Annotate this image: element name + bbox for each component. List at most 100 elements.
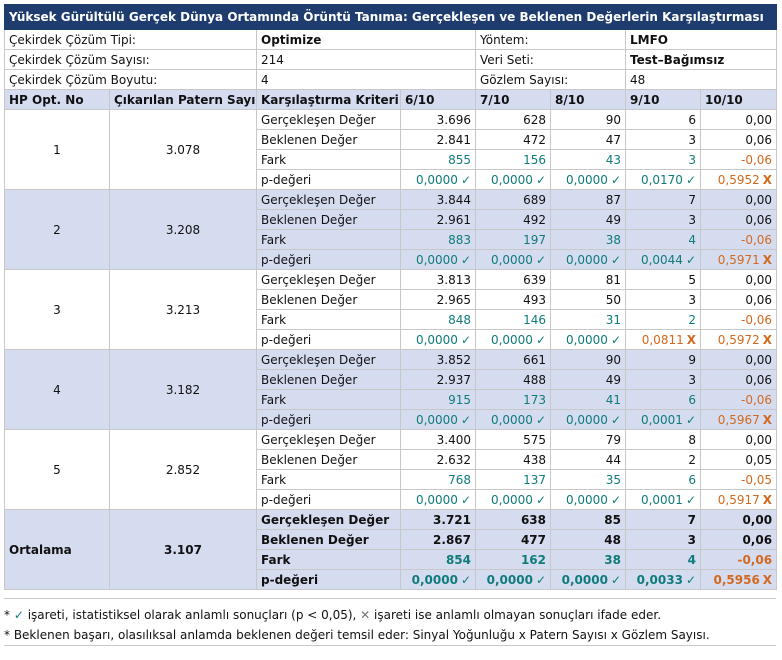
p-value: 0,5917 [717,492,760,507]
value-cell: 50 [550,289,626,310]
average-row: p-değeri 0,0000 ✓ 0,0000 ✓ 0,0000 ✓ 0,0033 ✓ 0,59… [5,569,778,590]
value-cell: 438 [475,449,551,470]
table-row: 3 3.213 Gerçekleşen Değer 3.813 639 81 5 0,00 [4,269,778,350]
p-value: 0,0000 [486,572,533,587]
check-icon: ✓ [535,492,546,507]
value-cell: 156 [475,149,551,170]
p-value: 0,0000 [565,332,608,347]
table-row: Fark 855 156 43 3 -0,06 [5,149,778,170]
value-cell: 137 [475,469,551,490]
value-cell: 2.961 [400,209,476,230]
table-row: p-değeri 0,0000 ✓ 0,0000 ✓ 0,0000 ✓ 0,0001 ✓ 0,59… [5,409,778,430]
value-cell: 90 [550,109,626,130]
cross-icon: X [762,412,773,427]
table-title: Yüksek Gürültülü Gerçek Dünya Ortamında … [3,4,778,30]
check-icon: ✓ [535,332,546,347]
value-cell: 848 [400,309,476,330]
value-cell: 38 [550,229,626,250]
header-row: HP Opt. No Çıkarılan Patern Sayısı Karşıla… [4,89,778,110]
p-value-cell: 0,0170 ✓ [625,169,701,190]
pattern-count: 3.213 [109,269,257,350]
info-row: Çekirdek Çözüm Sayısı: 214 Veri Seti: Test–… [4,49,778,70]
p-value-cell: 0,0000 ✓ [400,569,476,590]
p-value-cell: 0,0000 ✓ [400,249,476,270]
value-cell: 0,00 [699,189,778,210]
p-value: 0,0000 [415,492,458,507]
hp-opt-no: 3 [4,269,110,350]
value-cell: 49 [550,369,626,390]
check-icon: ✓ [535,252,546,267]
value-cell: 3 [625,149,701,170]
value-cell: 6 [625,469,701,490]
value-cell: 3 [625,129,701,150]
value-cell: -0,05 [699,469,778,490]
p-value: 0,0000 [415,252,458,267]
check-icon: ✓ [460,492,471,507]
cross-icon: X [762,572,773,587]
value-cell: 43 [550,149,626,170]
check-icon: ✓ [460,252,471,267]
value-cell: 0,06 [699,129,778,150]
criterion-label: p-değeri [256,169,401,190]
value-cell: 3.813 [400,269,476,290]
p-value-cell: 0,0000 ✓ [475,329,551,350]
value-cell: 3.400 [400,429,476,450]
table-row: Fark 768 137 35 6 -0,05 [5,469,778,490]
value-cell: 3.844 [400,189,476,210]
value-cell: 2.841 [400,129,476,150]
p-value-cell: 0,0000 ✓ [550,489,626,510]
p-value-cell: 0,0000 ✓ [475,489,551,510]
p-value-cell: 0,0000 ✓ [550,569,626,590]
criterion-label: Beklenen Değer [256,529,401,550]
check-icon: ✓ [685,572,696,587]
value-cell: 689 [475,189,551,210]
value-cell: 173 [475,389,551,410]
value-cell: 628 [475,109,551,130]
p-value-cell: 0,5917 X [699,489,778,510]
check-icon: ✓ [685,172,696,187]
check-icon: ✓ [460,412,471,427]
p-value-cell: 0,0000 ✓ [550,329,626,350]
p-value: 0,5956 [713,572,760,587]
p-value: 0,0000 [415,332,458,347]
p-value: 0,0000 [415,412,458,427]
value-cell: 488 [475,369,551,390]
pattern-count: 3.182 [109,349,257,430]
p-value-cell: 0,0000 ✓ [475,409,551,430]
value-cell: 639 [475,269,551,290]
check-icon: ✓ [610,492,621,507]
p-value: 0,0001 [640,412,683,427]
info-label: Çekirdek Çözüm Tipi: [4,29,257,50]
criterion-label: Beklenen Değer [256,289,401,310]
pattern-count: 3.107 [109,509,257,590]
footnote-expected: * Beklenen başarı, olasılıksal anlamda b… [4,625,776,646]
value-cell: 38 [550,549,626,570]
value-cell: 2 [625,309,701,330]
table-row: p-değeri 0,0000 ✓ 0,0000 ✓ 0,0000 ✓ 0,0170 ✓ 0,59… [5,169,778,190]
p-value-cell: 0,0000 ✓ [400,329,476,350]
table-row: p-değeri 0,0000 ✓ 0,0000 ✓ 0,0000 ✓ 0,0001 ✓ 0,59… [5,489,778,510]
value-cell: -0,06 [699,309,778,330]
title-row: Yüksek Gürültülü Gerçek Dünya Ortamında … [3,4,778,30]
value-cell: 2.965 [400,289,476,310]
column-header: 8/10 [550,89,626,110]
p-value: 0,0000 [565,492,608,507]
cross-icon: X [686,332,696,347]
check-icon: ✓ [13,608,24,622]
check-icon: ✓ [535,572,546,587]
value-cell: 81 [550,269,626,290]
cross-icon: X [762,172,773,187]
hp-opt-no: 5 [4,429,110,510]
p-value-cell: 0,0000 ✓ [550,409,626,430]
value-cell: 47 [550,129,626,150]
value-cell: 4 [625,549,701,570]
p-value-cell: 0,0033 ✓ [625,569,701,590]
cross-icon: ✕ [360,608,371,622]
cross-icon: X [762,332,773,347]
pattern-count: 3.078 [109,109,257,190]
criterion-label: Fark [256,229,401,250]
column-header: 7/10 [475,89,551,110]
average-label: Ortalama [4,509,110,590]
value-cell: 3 [625,209,701,230]
check-icon: ✓ [685,252,696,267]
